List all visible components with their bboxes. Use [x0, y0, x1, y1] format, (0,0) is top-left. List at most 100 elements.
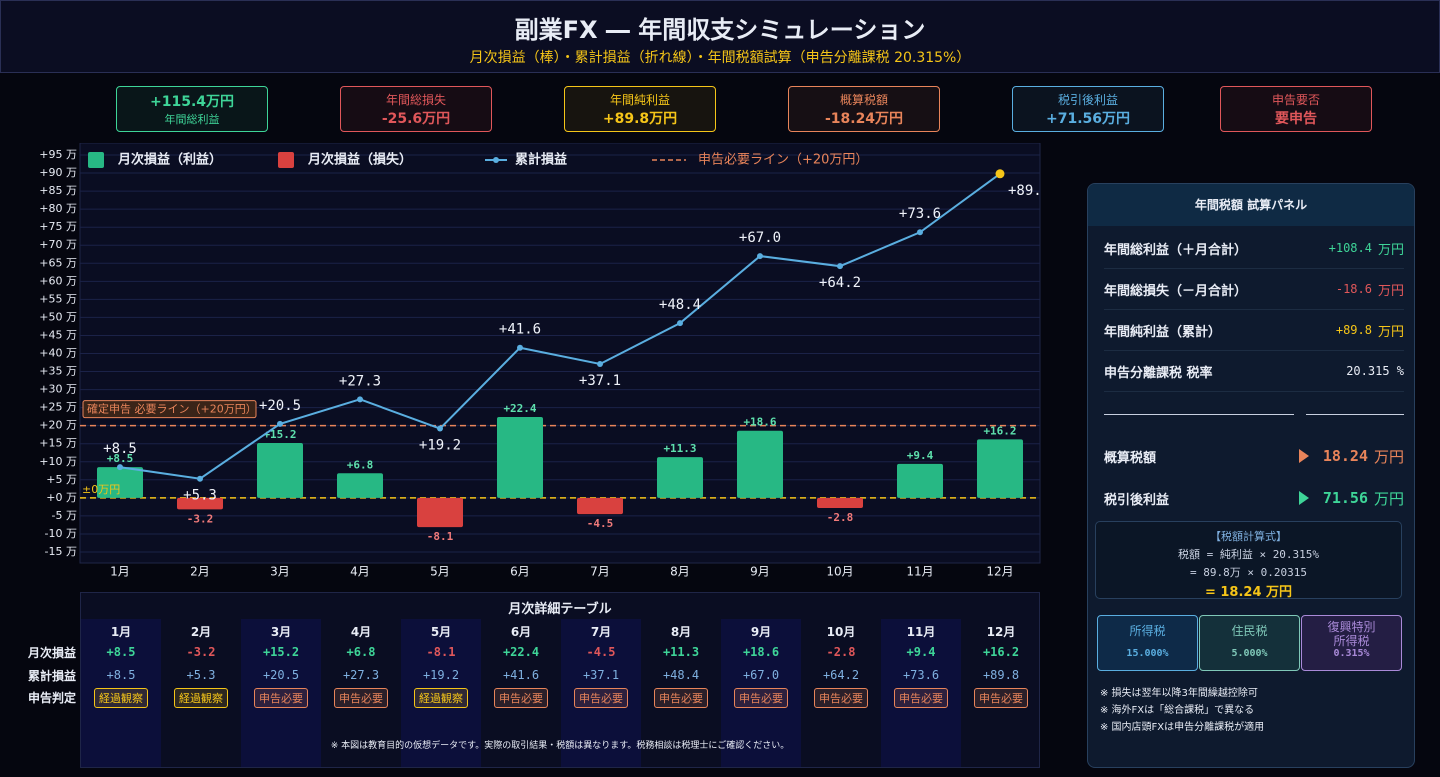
panel-note: ※ 海外FXは「総合課税」で異なる	[1100, 705, 1255, 716]
judgement-cell: 申告必要	[481, 688, 561, 708]
judgement-cell: 申告必要	[241, 688, 321, 708]
bar	[737, 430, 783, 498]
judgement-badge: 申告必要	[974, 688, 1028, 708]
line-point	[357, 396, 363, 403]
y-tick-label: +95 万	[39, 148, 77, 161]
monthly-cell: +11.3	[662, 645, 700, 659]
monthly-cell: +6.8	[346, 645, 376, 659]
judgement-badge: 申告必要	[494, 688, 548, 708]
kpi-value: 要申告	[1275, 110, 1317, 127]
x-tick-label: 8月	[670, 565, 690, 579]
panel-note: ※ 損失は翌年以降3年間繰越控除可	[1100, 688, 1258, 699]
line-label: +73.6	[899, 206, 941, 222]
row-unit: 万円	[1377, 283, 1404, 299]
kpi-value: +89.8万円	[602, 110, 678, 127]
bar-label: -3.2	[187, 512, 214, 525]
bar	[257, 442, 303, 498]
formula-title: 【税額計算式】	[1210, 530, 1287, 543]
line-point	[117, 464, 123, 471]
bar-label: +22.4	[503, 402, 536, 415]
y-tick-label: +0 万	[46, 491, 77, 504]
column-header: 7月	[590, 625, 612, 639]
column-header: 6月	[510, 625, 532, 639]
line-point	[757, 253, 763, 260]
y-tick-label: +30 万	[39, 383, 77, 396]
y-tick-label: +40 万	[39, 347, 77, 360]
y-tick-label: +80 万	[39, 202, 77, 215]
result-value: 18.24	[1322, 447, 1368, 465]
monthly-cell: +9.4	[906, 645, 936, 659]
judgement-cell: 申告必要	[561, 688, 641, 708]
result-label: 税引後利益	[1104, 492, 1170, 508]
x-tick-label: 1月	[110, 565, 130, 579]
y-tick-label: +60 万	[39, 274, 77, 287]
bar-label: +6.8	[347, 458, 374, 471]
cumulative-cell: +19.2	[422, 668, 460, 682]
legend-swatch	[88, 152, 104, 168]
column-header: 10月	[826, 625, 856, 639]
legend-dot	[493, 157, 499, 163]
y-tick-label: +5 万	[46, 473, 77, 486]
bar	[417, 497, 463, 528]
result-label: 概算税額	[1104, 450, 1157, 466]
kpi-label: 申告要否	[1271, 92, 1320, 107]
cumulative-cell: +67.0	[742, 668, 780, 682]
bar	[497, 417, 543, 498]
judgement-cell: 経過観察	[401, 688, 481, 708]
line-label: +19.2	[419, 438, 461, 454]
line-label: +89.8	[1008, 183, 1042, 199]
monthly-cell: -8.1	[426, 645, 456, 659]
judgement-badge: 申告必要	[254, 688, 308, 708]
tax-name: 住民税	[1231, 624, 1268, 638]
row-value: +89.8	[1335, 323, 1372, 337]
kpi-value: +71.56万円	[1045, 110, 1130, 127]
line-point	[837, 263, 843, 270]
panel-row: 年間純利益（累計） +89.8 万円	[1104, 310, 1404, 351]
kpi-value: +115.4万円	[149, 94, 234, 110]
monthly-cell: -2.8	[826, 645, 856, 659]
row-value: 20.315 %	[1346, 364, 1404, 378]
monthly-cell: +15.2	[262, 645, 300, 659]
judgement-badge: 経過観察	[94, 688, 148, 708]
column-header: 4月	[350, 625, 372, 639]
reference-annotation: 確定申告 必要ライン（+20万円）	[87, 402, 257, 416]
y-tick-label: -15 万	[45, 545, 77, 558]
bar	[657, 457, 703, 498]
tax-name: 復興特別 所得税	[1327, 620, 1376, 648]
row-label: 申告判定	[28, 691, 77, 705]
judgement-cell: 経過観察	[161, 688, 241, 708]
divider	[1306, 414, 1404, 415]
tax-rate: 0.315%	[1333, 648, 1370, 659]
line-point	[437, 425, 443, 432]
judgement-badge: 申告必要	[654, 688, 708, 708]
bar-label: +8.5	[107, 452, 134, 465]
y-tick-label: +90 万	[39, 166, 77, 179]
kpi-value: -18.24万円	[824, 110, 904, 127]
monthly-cell: -4.5	[586, 645, 616, 659]
column-header: 2月	[190, 625, 212, 639]
kpi-label: 年間総損失	[385, 92, 446, 107]
kpi-card: 年間純利益 +89.8万円	[564, 86, 716, 132]
line-point	[995, 169, 1005, 179]
judgement-badge: 経過観察	[174, 688, 228, 708]
x-tick-label: 4月	[350, 565, 370, 579]
line-label: +41.6	[499, 322, 541, 338]
bar	[177, 497, 223, 510]
cumulative-cell: +27.3	[342, 668, 380, 682]
result-icon	[1298, 449, 1309, 463]
cumulative-cell: +48.4	[662, 668, 700, 682]
tax-box: 復興特別 所得税 0.315%	[1301, 615, 1402, 671]
x-tick-label: 3月	[270, 565, 290, 579]
kpi-label: 年間純利益	[609, 92, 670, 107]
bar-label: +9.4	[907, 449, 934, 462]
bar	[337, 473, 383, 498]
table-title: 月次詳細テーブル	[508, 602, 612, 617]
bar	[977, 439, 1023, 498]
y-tick-label: +35 万	[39, 365, 77, 378]
kpi-card: 年間総利益 +115.4万円	[116, 86, 268, 132]
y-tick-label: -5 万	[52, 509, 77, 522]
line-point	[677, 320, 683, 327]
y-tick-label: +75 万	[39, 220, 77, 233]
line-label: +20.5	[259, 398, 301, 414]
y-tick-label: +20 万	[39, 419, 77, 432]
